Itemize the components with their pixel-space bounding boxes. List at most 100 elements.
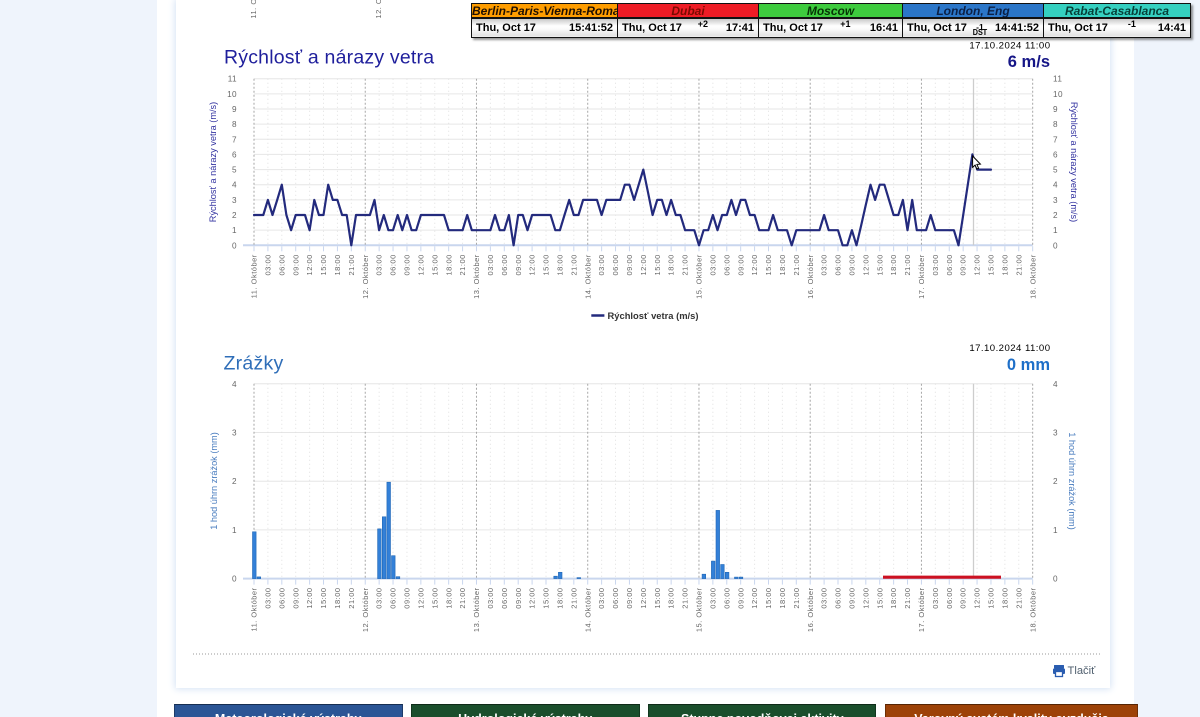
svg-text:3: 3	[1053, 429, 1058, 438]
svg-text:09:00: 09:00	[848, 587, 857, 608]
svg-text:12. Október: 12. Október	[361, 254, 370, 299]
svg-text:21:00: 21:00	[347, 254, 356, 275]
svg-text:18:00: 18:00	[889, 254, 898, 275]
svg-text:15:00: 15:00	[987, 254, 996, 275]
svg-text:18:00: 18:00	[333, 587, 342, 608]
svg-text:15:00: 15:00	[542, 254, 551, 275]
svg-text:12:00: 12:00	[861, 254, 870, 275]
svg-text:03:00: 03:00	[486, 587, 495, 608]
svg-text:03:00: 03:00	[820, 254, 829, 275]
svg-text:18:00: 18:00	[444, 587, 453, 608]
svg-text:15:00: 15:00	[430, 587, 439, 608]
svg-text:0 mm: 0 mm	[1007, 356, 1050, 374]
svg-text:1 hod úhrn zrážok (mm): 1 hod úhrn zrážok (mm)	[209, 432, 219, 530]
svg-text:06:00: 06:00	[277, 254, 286, 275]
svg-text:Rýchlosť a nárazy vetra (m/s): Rýchlosť a nárazy vetra (m/s)	[1069, 102, 1079, 222]
svg-text:Tlačiť: Tlačiť	[1068, 665, 1097, 677]
svg-text:03:00: 03:00	[931, 587, 940, 608]
svg-text:17. Október: 17. Október	[917, 254, 926, 299]
svg-text:06:00: 06:00	[945, 254, 954, 275]
svg-text:12:00: 12:00	[973, 587, 982, 608]
svg-text:12:00: 12:00	[305, 254, 314, 275]
svg-text:9: 9	[232, 105, 237, 114]
svg-text:12. Október: 12. Október	[374, 0, 383, 19]
svg-text:2: 2	[232, 211, 237, 220]
svg-text:03:00: 03:00	[597, 587, 606, 608]
svg-text:8: 8	[232, 120, 237, 129]
svg-text:11. Október: 11. Október	[250, 254, 259, 298]
svg-text:Rýchlosť a nárazy vetra: Rýchlosť a nárazy vetra	[224, 47, 434, 69]
svg-text:18:00: 18:00	[556, 587, 565, 608]
svg-text:06:00: 06:00	[500, 587, 509, 608]
svg-text:17.10.2024 11:00: 17.10.2024 11:00	[969, 40, 1050, 51]
svg-text:18:00: 18:00	[889, 587, 898, 608]
svg-text:15:00: 15:00	[430, 254, 439, 275]
svg-text:21:00: 21:00	[792, 254, 801, 275]
svg-text:15. Október: 15. Október	[695, 254, 704, 299]
svg-text:12:00: 12:00	[639, 587, 648, 608]
svg-text:15:00: 15:00	[875, 254, 884, 275]
svg-text:18:00: 18:00	[556, 254, 565, 275]
svg-text:1: 1	[1053, 526, 1058, 535]
svg-text:4: 4	[232, 181, 237, 190]
svg-text:03:00: 03:00	[486, 254, 495, 275]
svg-text:09:00: 09:00	[514, 254, 523, 275]
svg-text:2: 2	[232, 477, 237, 486]
svg-text:10: 10	[227, 90, 237, 99]
svg-text:06:00: 06:00	[500, 254, 509, 275]
svg-text:18:00: 18:00	[778, 254, 787, 275]
svg-text:12:00: 12:00	[528, 587, 537, 608]
svg-text:03:00: 03:00	[264, 587, 273, 608]
svg-text:15. Október: 15. Október	[695, 587, 704, 632]
svg-text:21:00: 21:00	[681, 587, 690, 608]
svg-text:15:00: 15:00	[319, 254, 328, 275]
svg-text:3: 3	[232, 429, 237, 438]
svg-text:12:00: 12:00	[305, 587, 314, 608]
svg-text:4: 4	[1053, 181, 1058, 190]
svg-text:6: 6	[1053, 150, 1058, 159]
svg-text:06:00: 06:00	[945, 587, 954, 608]
svg-text:21:00: 21:00	[458, 587, 467, 608]
svg-text:12:00: 12:00	[639, 254, 648, 275]
svg-text:15:00: 15:00	[764, 587, 773, 608]
svg-text:21:00: 21:00	[792, 587, 801, 608]
svg-text:12:00: 12:00	[528, 254, 537, 275]
svg-text:09:00: 09:00	[403, 587, 412, 608]
svg-text:03:00: 03:00	[597, 254, 606, 275]
svg-text:21:00: 21:00	[681, 254, 690, 275]
svg-text:18:00: 18:00	[667, 254, 676, 275]
svg-text:09:00: 09:00	[291, 254, 300, 275]
svg-text:03:00: 03:00	[708, 587, 717, 608]
svg-text:18:00: 18:00	[667, 587, 676, 608]
svg-text:21:00: 21:00	[458, 254, 467, 275]
svg-text:18:00: 18:00	[333, 254, 342, 275]
svg-text:1: 1	[232, 226, 237, 235]
svg-text:15:00: 15:00	[653, 254, 662, 275]
svg-text:09:00: 09:00	[625, 587, 634, 608]
svg-text:Rýchlosť a nárazy vetra (m/s): Rýchlosť a nárazy vetra (m/s)	[208, 102, 218, 222]
svg-text:0: 0	[1053, 241, 1058, 250]
svg-text:0: 0	[1053, 575, 1058, 584]
svg-text:06:00: 06:00	[389, 587, 398, 608]
svg-text:03:00: 03:00	[375, 254, 384, 275]
svg-text:10: 10	[1053, 90, 1063, 99]
svg-text:11: 11	[1053, 75, 1062, 84]
svg-text:1 hod úhrn zrážok (mm): 1 hod úhrn zrážok (mm)	[1067, 432, 1077, 530]
svg-text:21:00: 21:00	[569, 254, 578, 275]
svg-text:18. Október: 18. Október	[1028, 254, 1037, 299]
svg-text:14. Október: 14. Október	[583, 587, 592, 632]
svg-text:21:00: 21:00	[903, 254, 912, 275]
svg-text:3: 3	[232, 196, 237, 205]
svg-text:15:00: 15:00	[764, 254, 773, 275]
svg-text:Zrážky: Zrážky	[224, 352, 284, 374]
svg-text:11: 11	[228, 75, 237, 84]
svg-text:06:00: 06:00	[834, 587, 843, 608]
svg-text:18:00: 18:00	[1000, 254, 1009, 275]
svg-text:09:00: 09:00	[959, 254, 968, 275]
svg-text:Rýchlosť vetra (m/s): Rýchlosť vetra (m/s)	[608, 310, 699, 321]
svg-text:8: 8	[1053, 120, 1058, 129]
svg-text:06:00: 06:00	[389, 254, 398, 275]
svg-text:18:00: 18:00	[1000, 587, 1009, 608]
svg-text:06:00: 06:00	[611, 254, 620, 275]
svg-text:12:00: 12:00	[750, 587, 759, 608]
